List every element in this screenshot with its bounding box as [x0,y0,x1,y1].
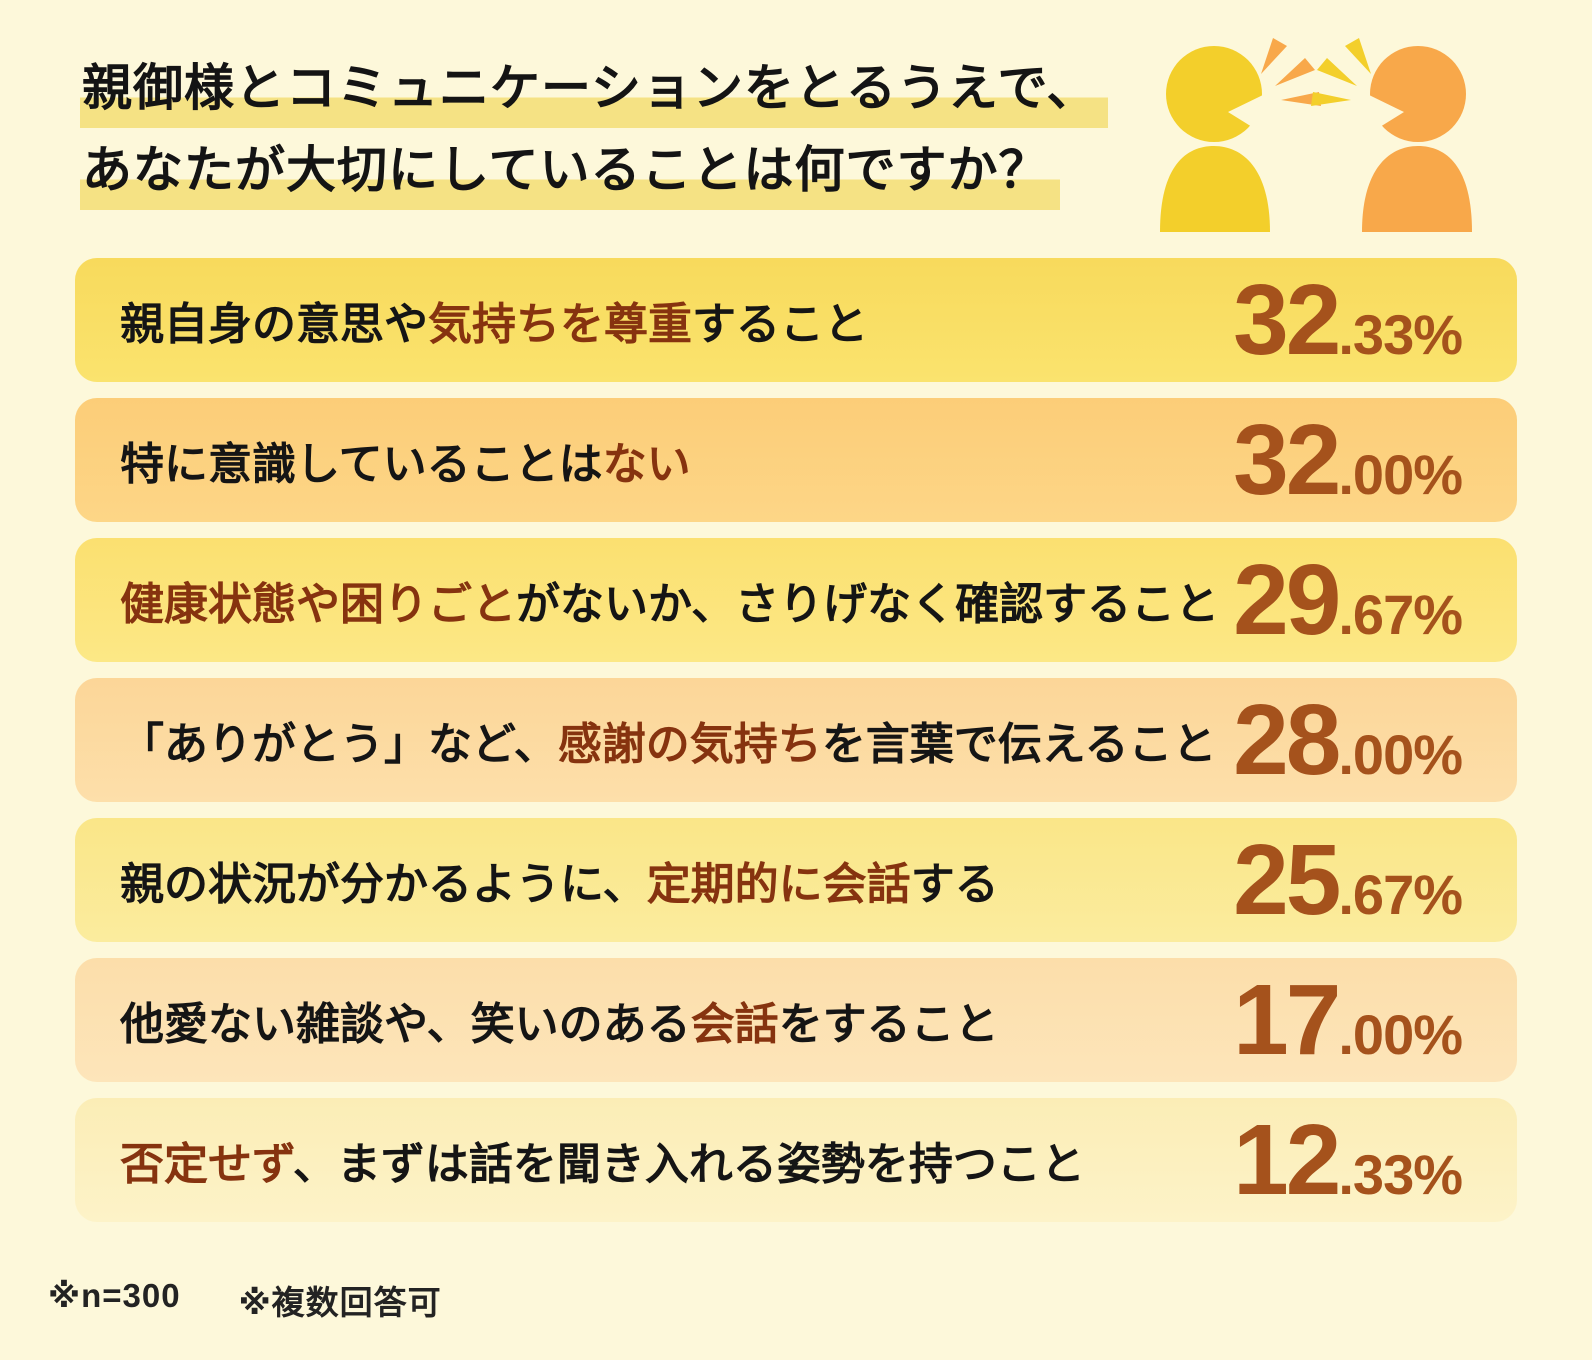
survey-bar-row-6: 他愛ない雑談や、笑いのある会話をすること 17.00% [75,958,1517,1082]
title-line-1: 親御様とコミュニケーションをとるうえで、 [80,60,1108,128]
answer-label-accent: 会話 [690,1000,779,1049]
percentage-value: 28.00% [1233,684,1463,796]
percentage-fraction: .33% [1338,1143,1463,1206]
percentage-fraction: .67% [1338,583,1463,646]
percentage-integer: 12 [1233,1104,1341,1216]
answer-label-text: を言葉で伝えること [821,720,1217,769]
percentage-value: 32.33% [1233,264,1463,376]
answer-label-text: 、まずは話を聞き入れる姿勢を持つこと [292,1140,1085,1189]
answer-label: 健康状態や困りごとがないか、さりげなく確認すること [120,568,1219,632]
percentage-fraction: .67% [1338,863,1463,926]
title-line-2: あなたが大切にしていることは何ですか？ [80,142,1060,210]
percentage-integer: 25 [1233,824,1341,936]
percentage-value: 17.00% [1233,964,1463,1076]
answer-label: 親の状況が分かるように、定期的に会話する [120,848,999,912]
title-line-1-wrap: 親御様とコミュニケーションをとるうえで、 [80,58,1108,128]
percentage-integer: 29 [1233,544,1341,656]
survey-bar-row-4: 「ありがとう」など、感謝の気持ちを言葉で伝えること 28.00% [75,678,1517,802]
answer-label-text: 親自身の意思や [120,300,428,349]
sample-size-note: ※n=300 [48,1277,181,1314]
percentage-fraction: .33% [1338,303,1463,366]
percentage-integer: 32 [1233,404,1341,516]
survey-bar-row-7: 否定せず、まずは話を聞き入れる姿勢を持つこと 12.33% [75,1098,1517,1222]
percentage-integer: 32 [1233,264,1341,376]
survey-bar-row-1: 親自身の意思や気持ちを尊重すること 32.33% [75,258,1517,382]
title-line-2-wrap: あなたが大切にしていることは何ですか？ [80,140,1108,210]
survey-bar-row-3: 健康状態や困りごとがないか、さりげなく確認すること 29.67% [75,538,1517,662]
answer-label-text: がないか、さりげなく確認すること [516,580,1220,629]
answer-label-accent: ない [602,440,691,489]
answer-label-text: 他愛ない雑談や、笑いのある [120,1000,691,1049]
bar-chart: 親自身の意思や気持ちを尊重すること 32.33% 特に意識していることはない 32.0… [75,258,1517,1238]
answer-label: 特に意識していることはない [120,428,691,492]
survey-bar-row-5: 親の状況が分かるように、定期的に会話する 25.67% [75,818,1517,942]
answer-label-text: 「ありがとう」など、 [120,720,558,769]
answer-label-accent: 否定せず [120,1140,293,1189]
answer-label-text: 親の状況が分かるように、 [120,860,647,909]
answer-label: 「ありがとう」など、感謝の気持ちを言葉で伝えること [120,708,1217,772]
footnotes: ※n=300 ※複数回答可 [48,1276,442,1324]
answer-label: 他愛ない雑談や、笑いのある会話をすること [120,988,999,1052]
answer-label: 否定せず、まずは話を聞き入れる姿勢を持つこと [120,1128,1085,1192]
speech-rays-yellow-icon [1311,38,1371,106]
answer-label-text: する [910,860,999,909]
mouth-notch [1367,94,1404,135]
conversation-icons [1144,34,1488,232]
percentage-fraction: .00% [1338,723,1463,786]
answer-label-accent: 感謝の気持ち [557,720,822,769]
percentage-integer: 17 [1233,964,1341,1076]
percentage-fraction: .00% [1338,443,1463,506]
talking-people-icon [1160,38,1472,232]
mouth-notch [1228,94,1265,135]
page-title: 親御様とコミュニケーションをとるうえで、 あなたが大切にしていることは何ですか？ [80,58,1108,222]
percentage-integer: 28 [1233,684,1341,796]
percentage-value: 29.67% [1233,544,1463,656]
percentage-value: 12.33% [1233,1104,1463,1216]
answer-label-text: すること [692,300,868,349]
answer-label-text: をすること [778,1000,999,1049]
multiple-answers-note: ※複数回答可 [238,1284,442,1321]
answer-label: 親自身の意思や気持ちを尊重すること [120,288,868,352]
answer-label-accent: 健康状態や困りごと [120,580,516,629]
speech-rays-orange-icon [1261,38,1321,106]
percentage-fraction: .00% [1338,1003,1463,1066]
talking-person-right-icon [1311,38,1472,232]
answer-label-accent: 定期的に会話 [646,860,911,909]
percentage-value: 25.67% [1233,824,1463,936]
survey-bar-row-2: 特に意識していることはない 32.00% [75,398,1517,522]
answer-label-text: 特に意識していることは [120,440,603,489]
talking-person-left-icon [1160,38,1321,232]
answer-label-accent: 気持ちを尊重 [428,300,692,349]
percentage-value: 32.00% [1233,404,1463,516]
